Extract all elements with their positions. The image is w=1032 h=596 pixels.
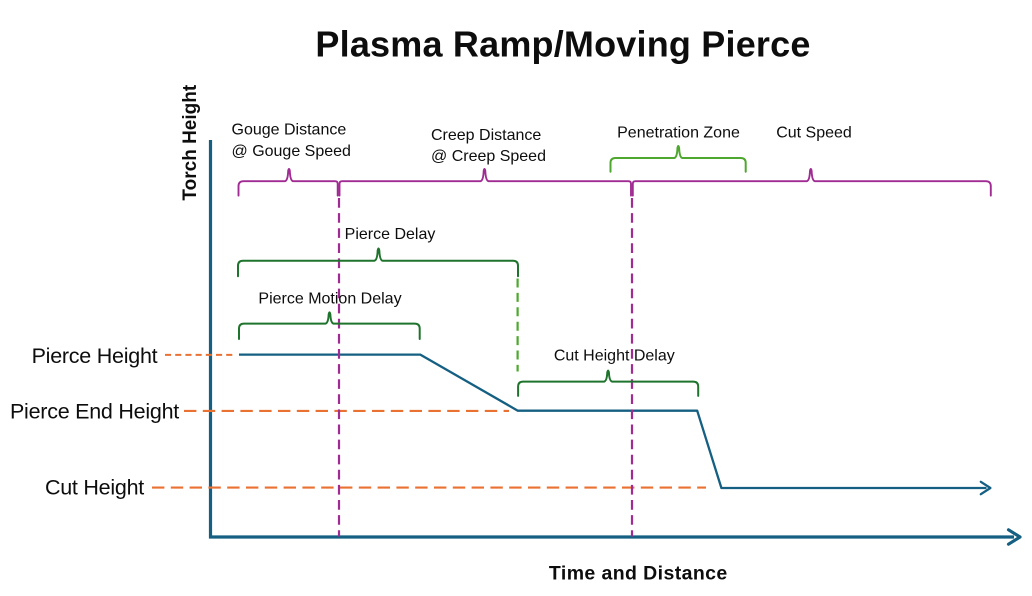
svg-text:Creep Distance: Creep Distance [431, 127, 541, 144]
svg-text:Torch Height: Torch Height [180, 84, 201, 200]
svg-text:Pierce Delay: Pierce Delay [345, 226, 436, 243]
svg-text:Cut Height: Cut Height [45, 476, 144, 500]
svg-text:Pierce Motion Delay: Pierce Motion Delay [258, 290, 401, 307]
svg-text:@ Creep Speed: @ Creep Speed [431, 148, 546, 165]
svg-text:Pierce Height: Pierce Height [32, 344, 158, 368]
svg-text:@ Gouge Speed: @ Gouge Speed [232, 143, 351, 160]
svg-text:Cut Height Delay: Cut Height Delay [554, 347, 675, 364]
svg-text:Gouge Distance: Gouge Distance [232, 121, 347, 138]
svg-text:Time and Distance: Time and Distance [549, 562, 728, 584]
svg-text:Cut Speed: Cut Speed [776, 125, 852, 142]
svg-text:Penetration Zone: Penetration Zone [617, 125, 740, 142]
svg-text:Pierce End Height: Pierce End Height [10, 400, 179, 424]
svg-text:Plasma Ramp/Moving Pierce: Plasma Ramp/Moving Pierce [315, 24, 810, 65]
